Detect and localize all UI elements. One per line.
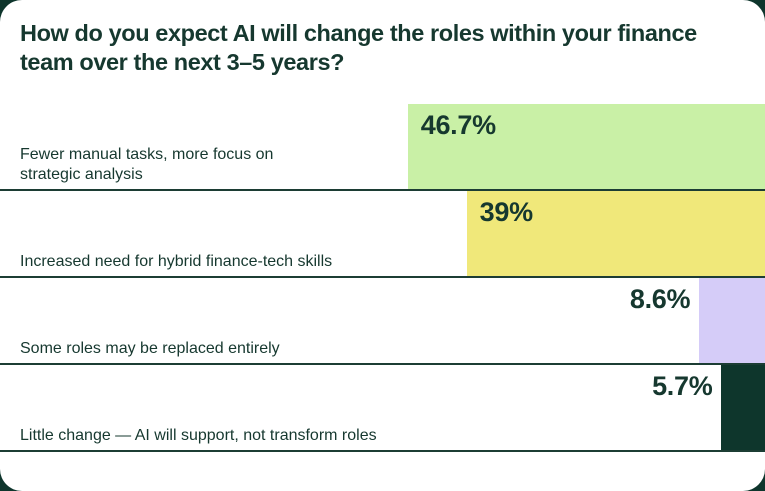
bar-row: 46.7% Fewer manual tasks, more focus on … bbox=[0, 104, 765, 191]
value-label: 39% bbox=[479, 197, 533, 227]
category-label: Fewer manual tasks, more focus on strate… bbox=[20, 146, 274, 183]
bar-row: 8.6% Some roles may be replaced entirely bbox=[0, 278, 765, 365]
chart-title: How do you expect AI will change the rol… bbox=[20, 20, 697, 75]
bar-row: 39% Increased need for hybrid finance-te… bbox=[0, 191, 765, 278]
bar bbox=[699, 278, 765, 363]
bar bbox=[466, 191, 765, 276]
bar-chart: 46.7% Fewer manual tasks, more focus on … bbox=[0, 104, 765, 452]
bar bbox=[721, 365, 765, 450]
value-label: 5.7% bbox=[652, 371, 713, 401]
value-label: 46.7% bbox=[420, 110, 496, 140]
value-label: 8.6% bbox=[629, 284, 691, 314]
category-label: Some roles may be replaced entirely bbox=[20, 340, 280, 357]
bar bbox=[407, 104, 765, 189]
bar-row: 5.7% Little change — AI will support, no… bbox=[0, 365, 765, 452]
category-label: Increased need for hybrid finance-tech s… bbox=[20, 253, 333, 270]
category-label: Little change — AI will support, not tra… bbox=[20, 427, 377, 444]
